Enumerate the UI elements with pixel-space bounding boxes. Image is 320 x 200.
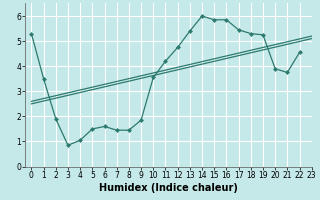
X-axis label: Humidex (Indice chaleur): Humidex (Indice chaleur)	[99, 183, 238, 193]
